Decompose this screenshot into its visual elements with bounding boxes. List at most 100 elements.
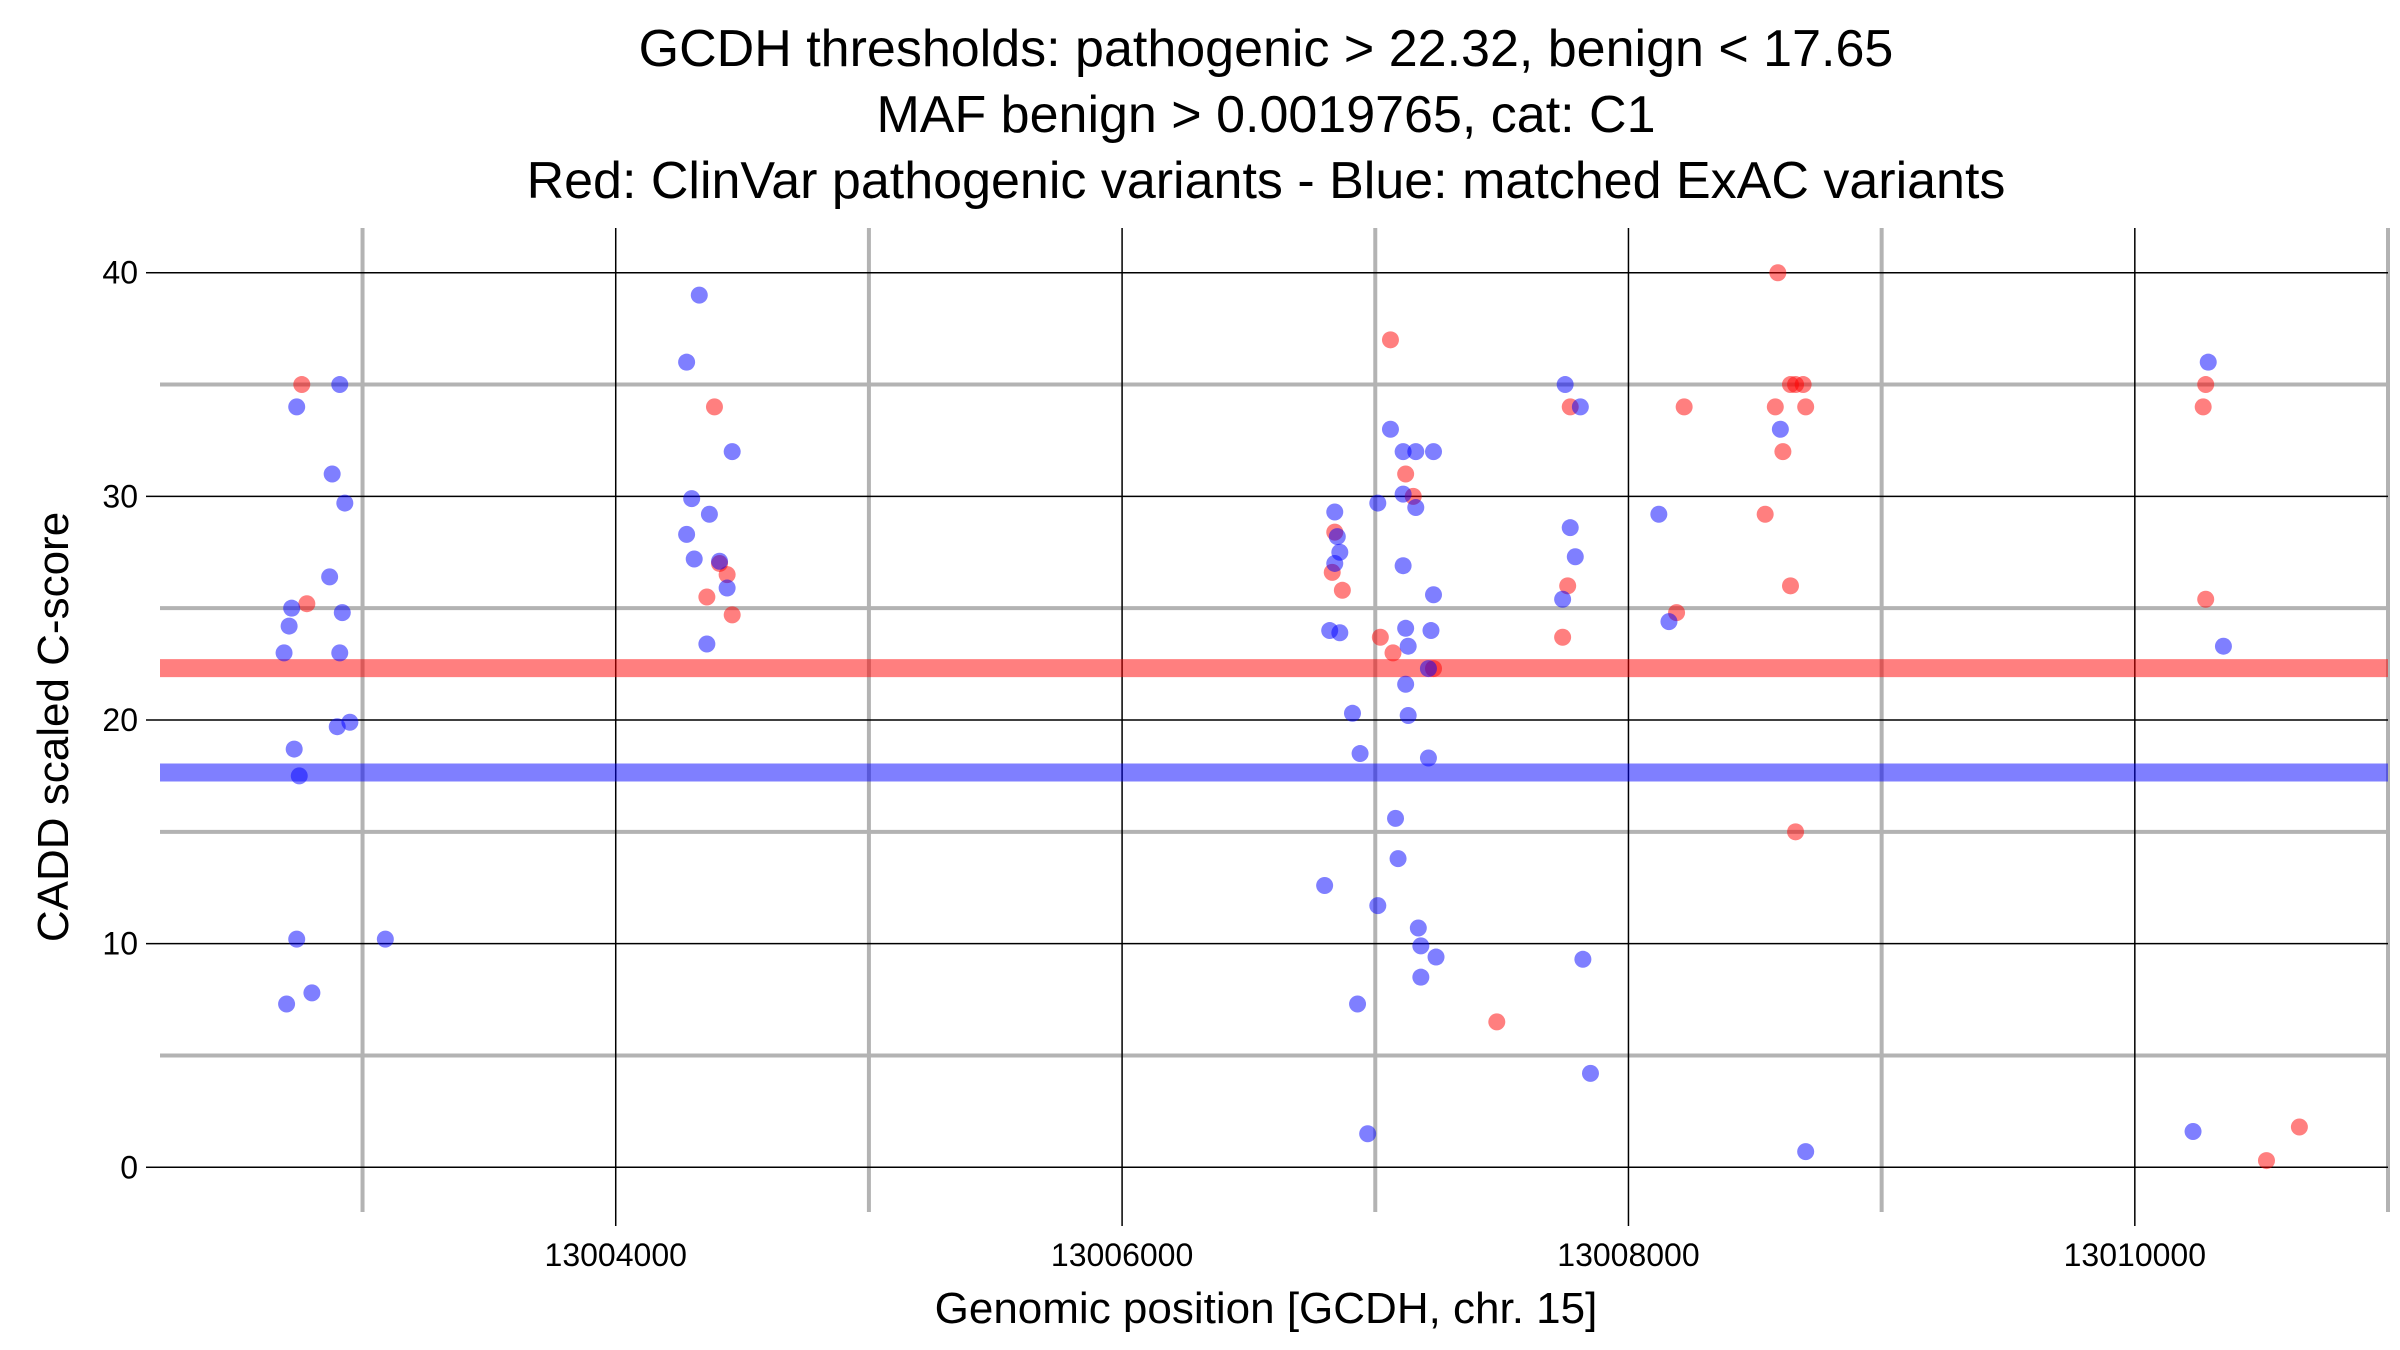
exac-point (1422, 622, 1440, 640)
clinvar-point (2257, 1152, 2275, 1170)
y-axis-title: CADD scaled C-score (29, 512, 78, 942)
exac-point (331, 644, 349, 662)
exac-point (1326, 503, 1344, 521)
exac-point (303, 984, 321, 1002)
exac-point (1660, 613, 1678, 631)
exac-point (278, 995, 296, 1013)
clinvar-point (718, 566, 736, 584)
clinvar-point (1797, 398, 1815, 416)
clinvar-point (2197, 376, 2215, 394)
y-tick-label: 0 (120, 1149, 138, 1185)
exac-point (1556, 376, 1574, 394)
clinvar-point (723, 606, 741, 624)
data-points (275, 264, 2308, 1170)
exac-point (2214, 637, 2232, 655)
exac-point (321, 568, 339, 586)
clinvar-point (2194, 398, 2212, 416)
clinvar-point (1559, 577, 1577, 595)
exac-point (1574, 950, 1592, 968)
exac-point (1407, 499, 1425, 517)
exac-point (1771, 420, 1789, 438)
exac-point (285, 740, 303, 758)
chart-title: GCDH thresholds: pathogenic > 22.32, ben… (527, 20, 2006, 210)
clinvar-point (1675, 398, 1693, 416)
exac-point (1650, 505, 1668, 523)
y-tick-label: 40 (102, 255, 138, 291)
x-tick-label: 13010000 (2064, 1237, 2206, 1273)
exac-point (1797, 1143, 1815, 1161)
exac-point (1359, 1125, 1377, 1143)
exac-point (2199, 353, 2217, 371)
exac-point (341, 713, 359, 731)
clinvar-point (1756, 505, 1774, 523)
exac-point (1331, 624, 1349, 642)
clinvar-point (1766, 398, 1784, 416)
exac-point (1394, 485, 1412, 503)
x-axis-title: Genomic position [GCDH, chr. 15] (935, 1284, 1598, 1333)
clinvar-point (1333, 581, 1351, 599)
exac-point (1394, 557, 1412, 575)
y-tick-label: 20 (102, 702, 138, 738)
exac-point (1316, 876, 1334, 894)
clinvar-point (2197, 590, 2215, 608)
exac-point (1397, 619, 1415, 637)
clinvar-point (1384, 644, 1402, 662)
exac-point (331, 376, 349, 394)
exac-point (1328, 528, 1346, 546)
clinvar-point (1769, 264, 1787, 282)
clinvar-point (1397, 465, 1415, 483)
clinvar-point (1794, 376, 1812, 394)
clinvar-point (1488, 1013, 1506, 1031)
chart-title-line-1: GCDH thresholds: pathogenic > 22.32, ben… (639, 20, 1894, 78)
clinvar-point (1381, 331, 1399, 349)
exac-point (1369, 897, 1387, 915)
clinvar-point (293, 376, 311, 394)
exac-point (685, 550, 703, 568)
exac-point (323, 465, 341, 483)
exac-point (683, 490, 701, 508)
exac-point (1389, 850, 1407, 868)
exac-point (288, 398, 306, 416)
exac-point (1351, 745, 1369, 763)
clinvar-point (298, 595, 316, 613)
y-axis: 0 10 20 30 40 (102, 255, 160, 1185)
exac-point (718, 579, 736, 597)
x-axis: 13004000 13006000 13008000 13010000 (545, 1212, 2206, 1273)
x-tick-label: 13008000 (1557, 1237, 1699, 1273)
exac-point (678, 353, 696, 371)
exac-point (698, 635, 716, 653)
exac-point (1419, 749, 1437, 767)
exac-point (1343, 704, 1361, 722)
exac-point (1409, 919, 1427, 937)
exac-point (333, 604, 351, 622)
clinvar-point (1781, 577, 1799, 595)
exac-point (1419, 660, 1437, 678)
exac-point (678, 525, 696, 543)
y-tick-label: 30 (102, 478, 138, 514)
exac-point (1387, 809, 1405, 827)
clinvar-point (2290, 1118, 2308, 1136)
exac-point (280, 617, 298, 635)
y-tick-label: 10 (102, 926, 138, 962)
chart-title-line-3: Red: ClinVar pathogenic variants - Blue:… (527, 152, 2006, 210)
exac-point (1407, 443, 1425, 461)
clinvar-point (1787, 823, 1805, 841)
exac-point (690, 286, 708, 304)
exac-point (711, 552, 729, 570)
major-gridlines (160, 228, 2388, 1212)
exac-point (1349, 995, 1367, 1013)
exac-point (1369, 494, 1387, 512)
exac-point (700, 505, 718, 523)
exac-point (1412, 968, 1430, 986)
exac-point (1566, 548, 1584, 566)
exac-point (1425, 586, 1443, 604)
exac-point (1397, 675, 1415, 693)
exac-point (2184, 1122, 2202, 1140)
exac-point (1394, 443, 1412, 461)
exac-point (1425, 443, 1443, 461)
exac-point (1399, 637, 1417, 655)
exac-point (1427, 948, 1445, 966)
clinvar-point (1371, 628, 1389, 646)
exac-point (376, 930, 394, 948)
exac-point (1561, 519, 1579, 537)
